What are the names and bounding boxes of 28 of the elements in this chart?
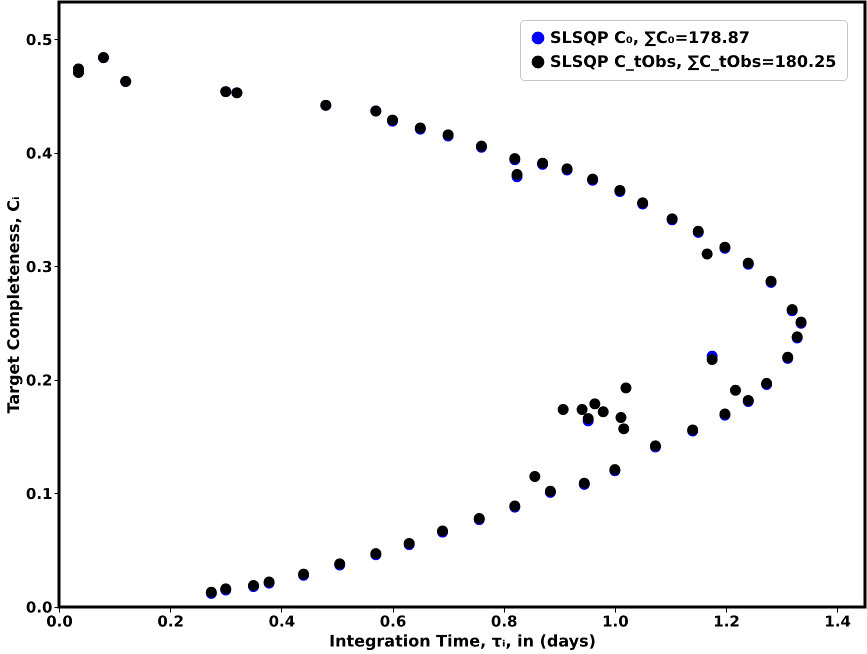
point: [730, 384, 741, 396]
x-tick-label: 0.8: [490, 612, 518, 630]
legend-label: SLSQP C_tObs, ∑C_tObs=180.25: [550, 52, 836, 71]
point: [618, 423, 630, 434]
y-tick-label: 0.1: [26, 484, 52, 503]
y-axis-title: Target Completeness, Cᵢ: [4, 196, 23, 414]
x-tick-label: 1.2: [713, 612, 740, 630]
point: [706, 354, 718, 366]
point: [598, 406, 609, 418]
point: [529, 471, 540, 482]
x-tick-label: 1.4: [824, 612, 851, 630]
x-axis-title: Integration Time, τᵢ, in (days): [329, 632, 596, 650]
y-tick-label: 0.2: [26, 371, 52, 390]
point: [589, 398, 600, 410]
point: [576, 404, 588, 415]
x-tick-label: 0.6: [380, 612, 406, 630]
y-tick-label: 0.5: [26, 30, 52, 49]
y-tick-label: 0.4: [26, 144, 52, 162]
point: [616, 412, 626, 423]
point: [620, 382, 632, 394]
y-tick-label: 0.3: [26, 258, 52, 276]
legend-label: SLSQP C₀, ∑C₀=178.87: [550, 28, 750, 47]
x-tick-label: 0.2: [157, 612, 184, 630]
x-tick-label: 0.4: [268, 612, 296, 630]
point: [702, 248, 713, 260]
point: [558, 404, 569, 415]
point: [512, 169, 523, 180]
x-tick-label: 1.0: [602, 612, 629, 630]
